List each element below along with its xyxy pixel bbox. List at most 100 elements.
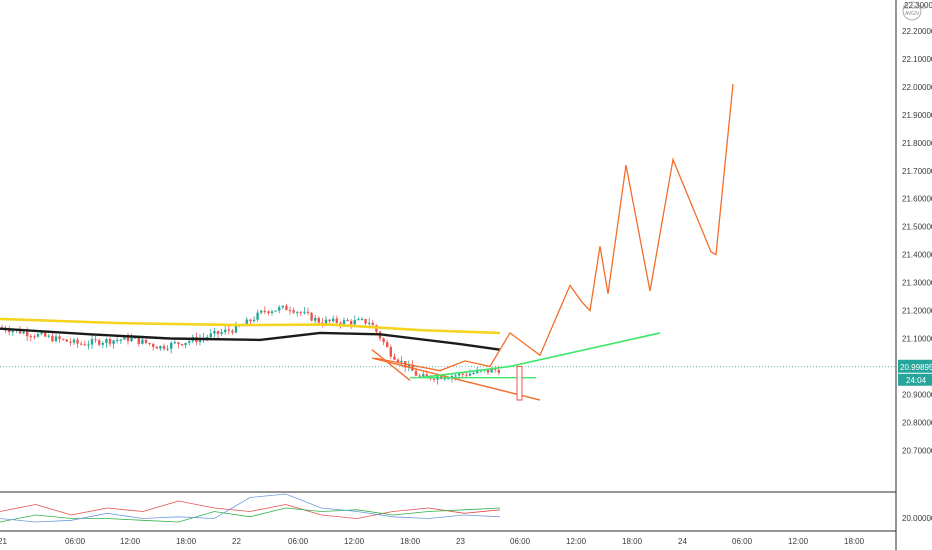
candle-body xyxy=(220,332,223,334)
candle-body xyxy=(270,311,274,314)
candle-body xyxy=(418,375,421,377)
trendline[interactable] xyxy=(419,332,661,379)
candle xyxy=(375,324,378,335)
candle-body xyxy=(310,313,313,321)
price-tick-label: 21.80000 xyxy=(902,139,932,148)
candle xyxy=(152,342,155,351)
projected-candle[interactable] xyxy=(516,365,523,401)
time-axis[interactable]: 21 06:00 12:00 18:00 22 06:00 12:00 18:00 23 06:0… xyxy=(0,537,865,546)
candle xyxy=(148,342,151,346)
candle-body xyxy=(170,342,173,349)
candle-body xyxy=(371,322,374,326)
candle xyxy=(8,325,11,336)
candle-body xyxy=(36,334,40,337)
logo-ring xyxy=(902,1,922,21)
channel-lower-line[interactable] xyxy=(371,357,541,401)
candle-body xyxy=(166,348,169,350)
candle xyxy=(296,311,299,317)
candle xyxy=(166,344,169,352)
price-axis[interactable]: 22.20000 22.10000 22.00000 21.90000 21.80000… xyxy=(902,1,932,523)
candle xyxy=(105,337,108,348)
candle xyxy=(227,325,230,335)
candle-body xyxy=(443,378,446,380)
indicator-tick-label: 20.00000 xyxy=(902,514,932,523)
candle xyxy=(288,306,292,315)
candle-body xyxy=(227,329,230,331)
candle xyxy=(371,320,374,326)
candle xyxy=(360,317,364,321)
candle xyxy=(353,315,356,327)
candle-body xyxy=(296,312,299,314)
oscillator-line xyxy=(0,500,501,519)
logo-text: 21.XXXXX xyxy=(903,5,927,11)
candle xyxy=(90,334,94,349)
candle-body xyxy=(76,339,79,344)
candle-body xyxy=(389,347,392,357)
candle xyxy=(256,309,259,322)
candle-body xyxy=(324,319,328,325)
candle xyxy=(285,303,288,311)
candle-body xyxy=(267,311,270,314)
candle xyxy=(303,306,306,315)
candle xyxy=(224,325,227,335)
candle-body xyxy=(188,341,191,343)
candle-body xyxy=(314,317,317,321)
candle xyxy=(65,339,68,342)
candle xyxy=(267,310,270,316)
candle-body xyxy=(62,339,65,341)
candle-body xyxy=(112,340,115,344)
time-tick-label: 12:00 xyxy=(120,537,141,546)
candle-body xyxy=(69,341,72,343)
candle xyxy=(317,316,320,325)
candle-body xyxy=(274,310,277,312)
candle-body xyxy=(137,337,140,344)
candle-body xyxy=(94,339,97,341)
candle-body xyxy=(490,368,493,373)
candle-body xyxy=(29,336,32,338)
candle-body xyxy=(339,322,342,325)
time-tick-label: 12:00 xyxy=(788,537,809,546)
candle xyxy=(422,371,425,378)
candle-body xyxy=(285,305,288,311)
drawings[interactable] xyxy=(371,84,734,401)
candle xyxy=(382,337,385,346)
candle-body xyxy=(396,359,400,363)
candle xyxy=(180,343,184,347)
candle-body xyxy=(364,319,367,324)
candle-body xyxy=(51,335,54,342)
price-tick-label: 22.30000 xyxy=(904,1,932,10)
candle-body xyxy=(123,336,126,340)
candle-body xyxy=(44,332,47,337)
candle-body xyxy=(11,330,14,333)
candle-body xyxy=(447,378,450,380)
candle-body xyxy=(292,310,295,313)
candle xyxy=(29,333,32,342)
candle xyxy=(80,341,83,346)
candle-body xyxy=(303,311,306,313)
candle xyxy=(54,334,58,343)
time-tick-label: 06:00 xyxy=(510,537,531,546)
candle xyxy=(386,339,389,348)
candle-body xyxy=(360,319,364,321)
candle-body xyxy=(177,342,180,345)
candle-body xyxy=(119,339,122,341)
oscillator-line xyxy=(0,493,501,523)
candle xyxy=(184,342,187,349)
logo-text: AVGN xyxy=(905,11,919,17)
projection-path[interactable] xyxy=(374,84,734,372)
price-tick-label: 20.80000 xyxy=(902,418,932,427)
price-tick-label: 21.40000 xyxy=(902,251,932,260)
time-tick-label: 12:00 xyxy=(566,537,587,546)
candle-body xyxy=(108,339,112,344)
candle xyxy=(350,319,353,329)
channel-upper-line[interactable] xyxy=(371,349,411,381)
last-price-label: 20.99895 xyxy=(900,363,932,372)
candle xyxy=(72,338,76,345)
candle-body xyxy=(8,330,11,333)
candle xyxy=(270,309,274,316)
candle-body xyxy=(72,339,76,343)
candle xyxy=(468,369,472,377)
candle-body xyxy=(432,378,436,380)
